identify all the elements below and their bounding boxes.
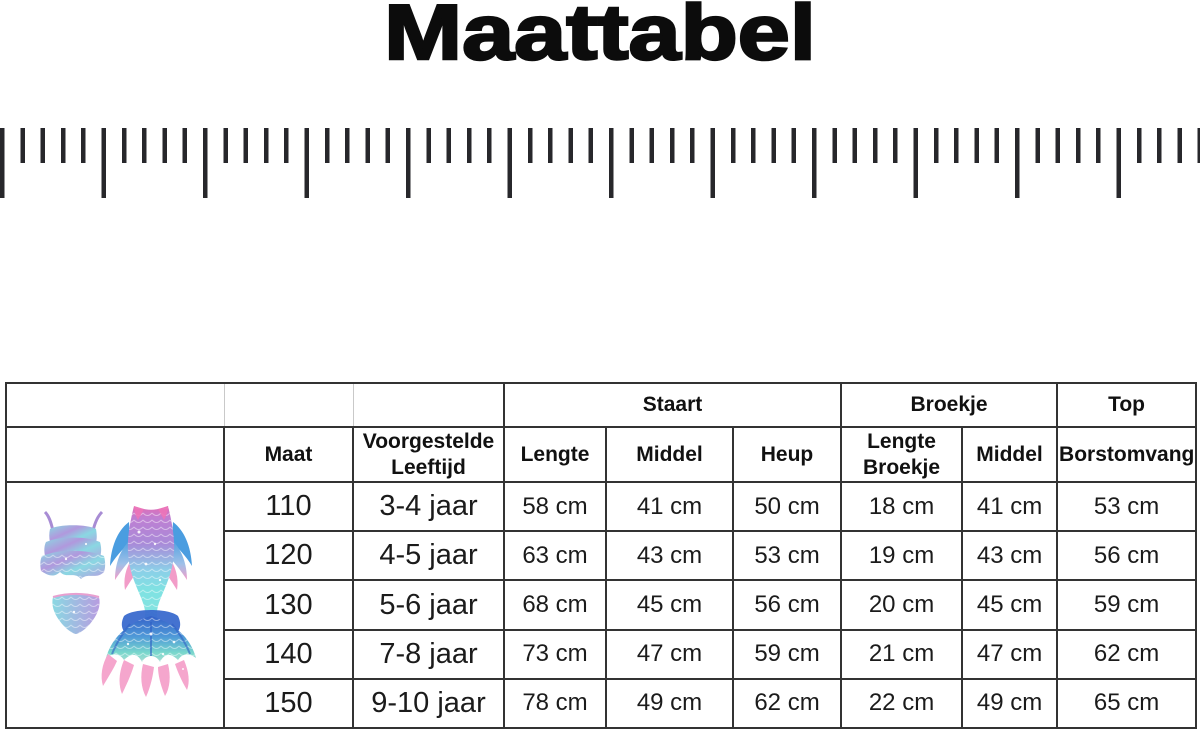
table-column-header-row: Maat Voorgestelde Leeftijd Lengte Middel… xyxy=(5,426,1198,484)
cell-staart-heup: 50 cm xyxy=(731,481,843,533)
column-header-staart-lengte: Lengte xyxy=(503,426,607,484)
column-header-broekje-lengte: Lengte Broekje xyxy=(840,426,964,484)
cell-broekje-middel: 49 cm xyxy=(961,677,1059,730)
column-header-staart-heup: Heup xyxy=(731,426,843,484)
column-header-leeftijd: Voorgestelde Leeftijd xyxy=(352,426,505,484)
cell-broekje-middel: 45 cm xyxy=(961,579,1059,631)
cell-borstomvang: 65 cm xyxy=(1056,677,1198,730)
cell-staart-middel: 41 cm xyxy=(605,481,734,533)
empty-ghost-cell xyxy=(223,381,354,429)
product-image xyxy=(8,484,222,726)
cell-broekje-lengte: 19 cm xyxy=(840,530,964,582)
cell-broekje-middel: 47 cm xyxy=(961,628,1059,680)
cell-broekje-lengte: 20 cm xyxy=(840,579,964,631)
cell-staart-heup: 53 cm xyxy=(731,530,843,582)
cell-staart-middel: 45 cm xyxy=(605,579,734,631)
table-row-140: 140 7-8 jaar 73 cm 47 cm 59 cm 21 cm 47 … xyxy=(6,628,1198,680)
cell-maat: 120 xyxy=(223,530,354,582)
cell-staart-middel: 49 cm xyxy=(605,677,734,730)
empty-corner-cell xyxy=(5,381,225,429)
size-table: Staart Broekje Top Maat Voorgestelde Lee… xyxy=(5,381,1198,730)
column-header-borstomvang: Borstomvang xyxy=(1056,426,1198,484)
cell-staart-lengte: 63 cm xyxy=(503,530,607,582)
cell-staart-lengte: 73 cm xyxy=(503,628,607,680)
cell-borstomvang: 59 cm xyxy=(1056,579,1198,631)
cell-maat: 150 xyxy=(223,677,354,730)
cell-staart-heup: 62 cm xyxy=(731,677,843,730)
cell-broekje-middel: 43 cm xyxy=(961,530,1059,582)
cell-staart-lengte: 58 cm xyxy=(503,481,607,533)
cell-leeftijd: 9-10 jaar xyxy=(352,677,505,730)
cell-borstomvang: 62 cm xyxy=(1056,628,1198,680)
cell-broekje-lengte: 18 cm xyxy=(840,481,964,533)
cell-maat: 110 xyxy=(223,481,354,533)
empty-header-cell xyxy=(5,426,225,484)
cell-staart-middel: 47 cm xyxy=(605,628,734,680)
cell-leeftijd: 3-4 jaar xyxy=(352,481,505,533)
cell-broekje-middel: 41 cm xyxy=(961,481,1059,533)
cell-staart-lengte: 68 cm xyxy=(503,579,607,631)
ruler-major-ticks xyxy=(0,128,1200,198)
cell-leeftijd: 7-8 jaar xyxy=(352,628,505,680)
page-title: Maattabel xyxy=(383,0,818,76)
table-row-120: 120 4-5 jaar 63 cm 43 cm 53 cm 19 cm 43 … xyxy=(6,530,1198,582)
cell-staart-middel: 43 cm xyxy=(605,530,734,582)
cell-leeftijd: 4-5 jaar xyxy=(352,530,505,582)
column-header-broekje-middel: Middel xyxy=(961,426,1059,484)
cell-broekje-lengte: 22 cm xyxy=(840,677,964,730)
group-header-staart: Staart xyxy=(502,381,843,429)
table-group-header-row: Staart Broekje Top xyxy=(5,381,1198,429)
column-header-staart-middel: Middel xyxy=(605,426,734,484)
column-header-maat: Maat xyxy=(223,426,354,484)
cell-leeftijd: 5-6 jaar xyxy=(352,579,505,631)
cell-broekje-lengte: 21 cm xyxy=(840,628,964,680)
group-header-broekje: Broekje xyxy=(840,381,1059,429)
product-image-cell xyxy=(5,481,225,729)
cell-staart-lengte: 78 cm xyxy=(503,677,607,730)
cell-maat: 130 xyxy=(223,579,354,631)
cell-maat: 140 xyxy=(223,628,354,680)
empty-ghost-cell xyxy=(352,381,505,429)
cell-borstomvang: 53 cm xyxy=(1056,481,1198,533)
group-header-top: Top xyxy=(1056,381,1198,429)
cell-borstomvang: 56 cm xyxy=(1056,530,1198,582)
table-row-150: 150 9-10 jaar 78 cm 49 cm 62 cm 22 cm 49… xyxy=(6,677,1198,730)
mermaid-set-illustration xyxy=(40,506,196,698)
table-row-110: 110 3-4 jaar 58 cm 41 cm 50 cm 18 cm 41 … xyxy=(5,481,1198,729)
table-row-130: 130 5-6 jaar 68 cm 45 cm 56 cm 20 cm 45 … xyxy=(6,579,1198,631)
cell-staart-heup: 56 cm xyxy=(731,579,843,631)
measuring-ruler xyxy=(0,128,1200,200)
cell-staart-heup: 59 cm xyxy=(731,628,843,680)
